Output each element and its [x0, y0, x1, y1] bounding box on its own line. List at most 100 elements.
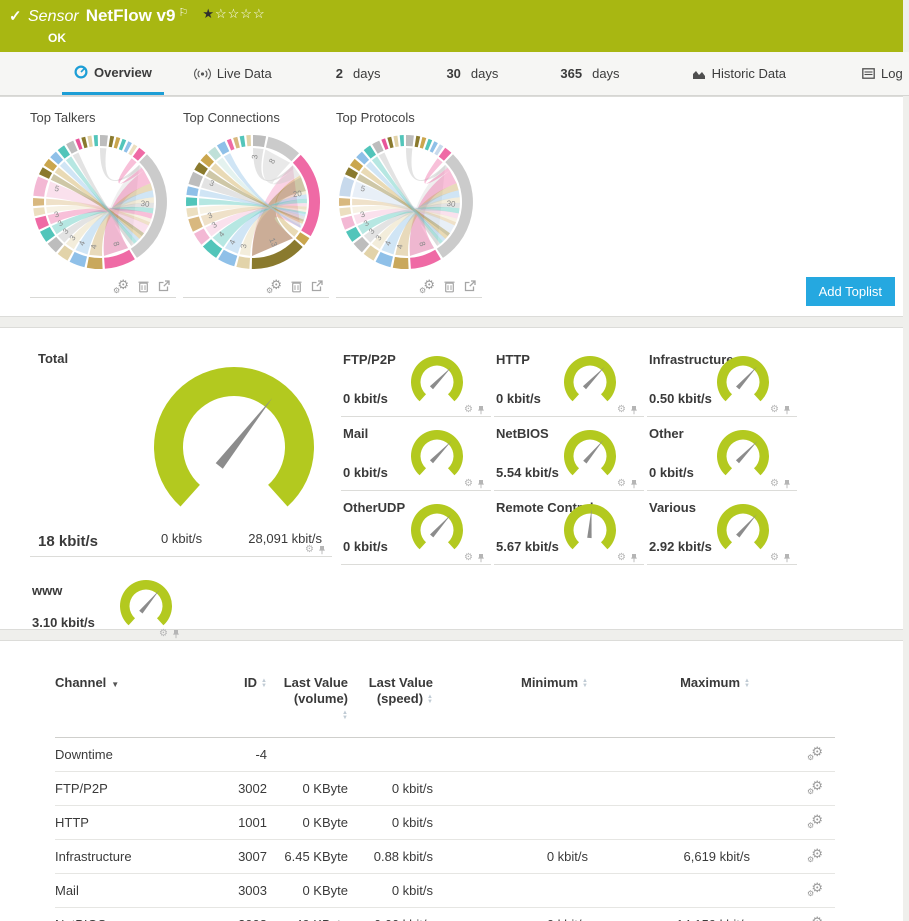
channel-gauge-value: 0 kbit/s	[496, 391, 541, 406]
table-row: HTTP 1001 0 KByte 0 kbit/s ⚙ ⚙	[55, 805, 835, 840]
cell-id: -4	[205, 737, 267, 772]
trash-icon[interactable]	[138, 280, 149, 293]
sensor-type-label: Sensor	[28, 8, 79, 25]
gear-icon[interactable]: ⚙	[770, 552, 779, 563]
tab-2-days[interactable]: 2 days	[335, 66, 381, 81]
sort-icon[interactable]: ▲ ▼	[582, 677, 588, 689]
svg-text:3: 3	[367, 226, 377, 236]
external-link-icon[interactable]	[311, 280, 323, 292]
chord-diagram[interactable]: 30 8 4 4 3 3 3 3 5	[336, 130, 482, 276]
channel-gauge-value: 0 kbit/s	[343, 391, 388, 406]
channel-settings-gears-icon[interactable]: ⚙⚙	[807, 847, 823, 864]
cell-maximum	[588, 737, 750, 772]
gear-icon[interactable]: ⚙	[159, 628, 168, 639]
pin-icon[interactable]	[630, 479, 638, 489]
svg-text:3: 3	[210, 220, 219, 230]
pin-icon[interactable]	[783, 553, 791, 563]
cell-channel: Infrastructure	[55, 839, 205, 874]
svg-text:3: 3	[359, 209, 367, 219]
pin-icon[interactable]	[318, 545, 326, 555]
sensor-header: ✓ Sensor NetFlow v9 ⚐ ★☆☆☆☆ OK	[0, 0, 903, 52]
gears-icon[interactable]: ⚙ ⚙	[113, 278, 129, 295]
col-channel[interactable]: Channel ▼	[55, 669, 205, 738]
pin-icon[interactable]	[630, 405, 638, 415]
tab-live-data[interactable]: Live Data	[182, 52, 284, 95]
historic-data-icon	[692, 70, 705, 79]
chord-diagram[interactable]: 30 8 4 4 3 3 3 3 5	[30, 130, 176, 276]
status-ok-check-icon: ✓	[9, 8, 22, 25]
cell-minimum	[433, 805, 588, 840]
total-gauge	[146, 359, 322, 531]
col-last-value-speed[interactable]: Last Value (speed) ▲ ▼	[348, 669, 433, 738]
tab-bar: Overview Live Data 2 days 30 days 365 days …	[0, 52, 909, 96]
cell-channel: Downtime	[55, 737, 205, 772]
gear-icon[interactable]: ⚙	[770, 404, 779, 415]
toplist-cell: Top Connections 3 8 20 13 3 4 4 3 3 3 ⚙ ⚙	[183, 110, 329, 298]
svg-text:4: 4	[383, 239, 393, 247]
tab-overview[interactable]: Overview	[62, 52, 164, 95]
channel-settings-gears-icon[interactable]: ⚙⚙	[808, 915, 823, 921]
trash-icon[interactable]	[291, 280, 302, 293]
sort-icon[interactable]: ▲ ▼	[427, 693, 433, 705]
gear-icon[interactable]: ⚙	[617, 478, 626, 489]
gear-icon[interactable]: ⚙	[464, 552, 473, 563]
pin-icon[interactable]	[477, 405, 485, 415]
pin-icon[interactable]	[477, 553, 485, 563]
col-maximum[interactable]: Maximum ▲ ▼	[588, 669, 750, 738]
channel-settings-gears-icon[interactable]: ⚙⚙	[807, 813, 823, 830]
channel-settings-gears-icon[interactable]: ⚙⚙	[807, 779, 823, 796]
pin-icon[interactable]	[630, 553, 638, 563]
sensor-name: NetFlow v9	[85, 6, 176, 25]
sort-icon[interactable]: ▲ ▼	[744, 677, 750, 689]
channel-gauge-label: NetBIOS	[496, 426, 549, 441]
sort-icon[interactable]: ▲ ▼	[342, 709, 348, 721]
cell-id: 3003	[205, 873, 267, 908]
channel-gauge-label: FTP/P2P	[343, 352, 396, 367]
flag-icon[interactable]: ⚐	[178, 7, 189, 19]
gear-icon[interactable]: ⚙	[617, 404, 626, 415]
svg-text:4: 4	[227, 238, 237, 246]
tab-30-days[interactable]: 30 days	[446, 66, 499, 81]
trash-icon[interactable]	[444, 280, 455, 293]
gears-icon[interactable]: ⚙ ⚙	[266, 278, 282, 295]
table-row: Downtime -4 ⚙ ⚙	[55, 737, 835, 772]
pin-icon[interactable]	[477, 479, 485, 489]
channel-settings-gears-icon[interactable]: ⚙⚙	[807, 745, 823, 762]
gear-icon[interactable]: ⚙	[464, 404, 473, 415]
sort-desc-icon[interactable]: ▼	[111, 680, 120, 689]
pin-icon[interactable]	[783, 405, 791, 415]
pin-icon[interactable]	[783, 479, 791, 489]
col-id[interactable]: ID ▲ ▼	[205, 669, 267, 738]
add-toplist-button[interactable]: Add Toplist	[805, 277, 895, 306]
channel-table: Channel ▼ ID ▲ ▼ Last Value (volume) ▲ ▼ Last …	[55, 669, 835, 921]
gear-icon[interactable]: ⚙	[770, 478, 779, 489]
chord-diagram[interactable]: 3 8 20 13 3 4 4 3 3 3	[183, 130, 329, 276]
channel-settings-gears-icon[interactable]: ⚙⚙	[807, 881, 823, 898]
col-actions	[750, 669, 835, 738]
channel-gauge-cell: OtherUDP 0 kbit/s ⚙	[341, 491, 491, 565]
col-minimum[interactable]: Minimum ▲ ▼	[433, 669, 588, 738]
pin-icon[interactable]	[172, 629, 180, 639]
col-last-value-volume[interactable]: Last Value (volume) ▲ ▼	[267, 669, 348, 738]
svg-text:4: 4	[77, 239, 87, 247]
cell-volume: 6.45 KByte	[267, 839, 348, 874]
tab-365-days[interactable]: 365 days	[560, 66, 620, 81]
sort-icon[interactable]: ▲ ▼	[261, 677, 267, 689]
gear-icon[interactable]: ⚙	[464, 478, 473, 489]
gear-icon[interactable]: ⚙	[305, 544, 314, 555]
gears-icon[interactable]: ⚙ ⚙	[419, 278, 435, 295]
tab-historic-data[interactable]: Historic Data	[680, 52, 798, 95]
channel-gauge-label: OtherUDP	[343, 500, 406, 515]
cell-speed: 0.88 kbit/s	[348, 839, 433, 874]
priority-stars[interactable]: ★☆☆☆☆	[202, 6, 266, 21]
channel-gauge-value: 0 kbit/s	[649, 465, 694, 480]
external-link-icon[interactable]	[464, 280, 476, 292]
gear-icon[interactable]: ⚙	[617, 552, 626, 563]
svg-text:8: 8	[417, 241, 427, 249]
cell-minimum: 0 kbit/s	[433, 839, 588, 874]
svg-text:13: 13	[267, 236, 279, 248]
tab-log[interactable]: Log	[850, 52, 909, 95]
cell-id: 3002	[205, 771, 267, 806]
external-link-icon[interactable]	[158, 280, 170, 292]
